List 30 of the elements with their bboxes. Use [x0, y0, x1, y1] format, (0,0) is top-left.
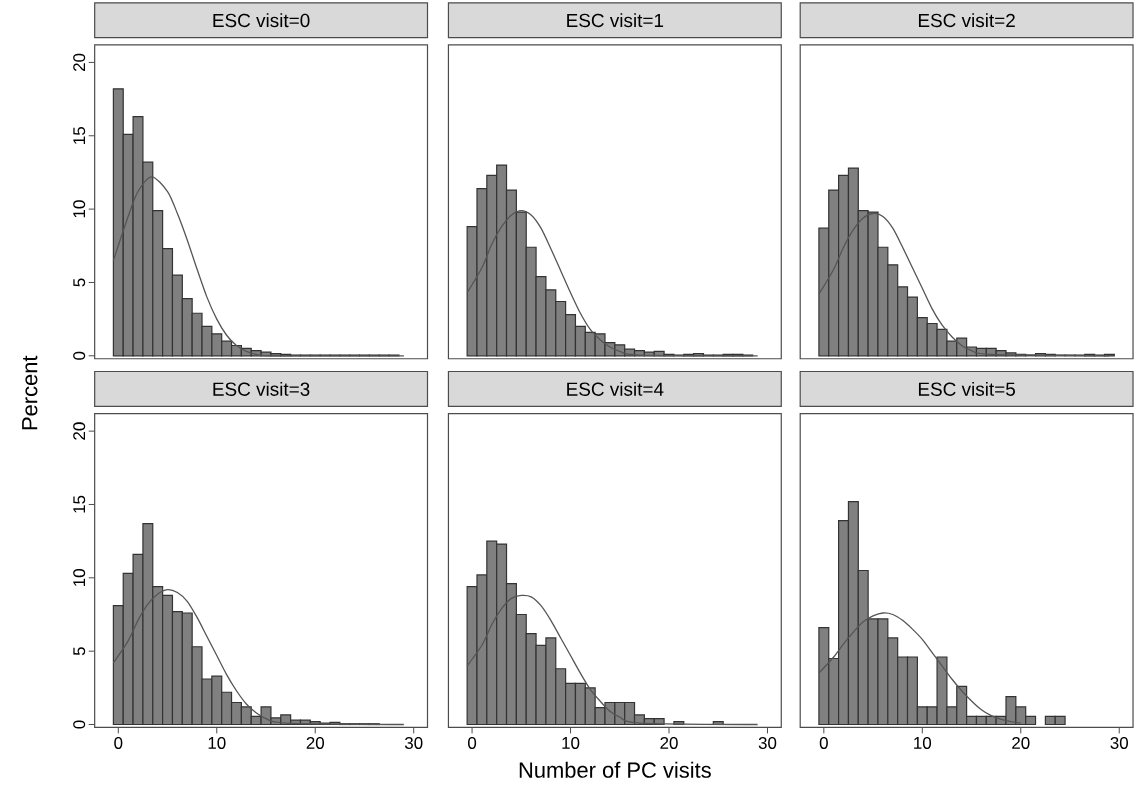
x-tick-label: 10 — [562, 736, 580, 749]
y-tick-label: 10 — [73, 200, 86, 218]
x-tick-label: 0 — [819, 736, 828, 749]
chart-title: ESC visit=2 — [918, 13, 1015, 28]
chart-title: ESC visit=1 — [567, 13, 664, 28]
y-tick-label: 5 — [73, 647, 86, 656]
y-tick-label: 10 — [73, 568, 86, 586]
y-tick-label: 0 — [73, 351, 86, 360]
y-tick-label: 15 — [73, 495, 86, 513]
y-tick-label: 5 — [73, 278, 86, 287]
chart-title: ESC visit=5 — [918, 381, 1015, 396]
x-tick-label: 10 — [208, 736, 226, 749]
x-tick-label: 30 — [404, 736, 423, 749]
x-tick-label: 0 — [468, 736, 477, 749]
x-tick-label: 20 — [1012, 736, 1030, 749]
y-tick-label: 20 — [73, 53, 86, 71]
chart-title: ESC visit=4 — [567, 381, 664, 396]
chart-title: ESC visit=3 — [213, 381, 310, 396]
x-tick-label: 30 — [1110, 736, 1128, 749]
chart-title: ESC visit=0 — [213, 13, 310, 28]
x-tick-label: 20 — [660, 736, 678, 749]
y-tick-label: 0 — [73, 720, 86, 729]
x-tick-label: 0 — [114, 736, 123, 749]
y-axis-title: Percent — [22, 355, 38, 430]
x-tick-label: 10 — [914, 736, 932, 749]
x-axis-title: Number of PC visits — [519, 761, 711, 778]
x-tick-label: 20 — [306, 736, 325, 749]
x-tick-label: 30 — [758, 736, 777, 749]
y-tick-label: 20 — [73, 422, 86, 440]
y-tick-label: 15 — [73, 127, 86, 144]
